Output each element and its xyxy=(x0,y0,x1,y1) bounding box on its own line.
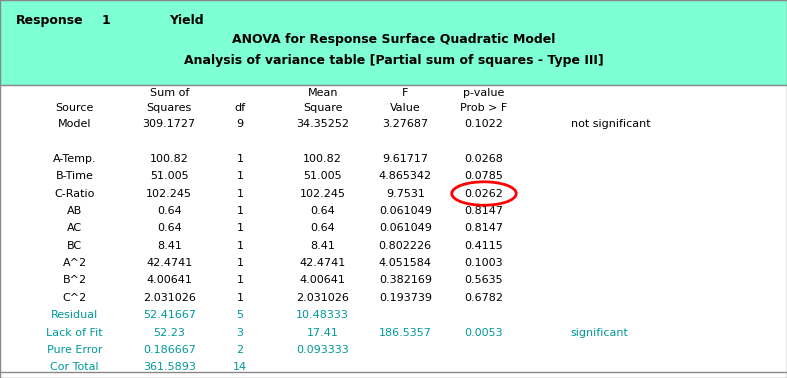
Text: significant: significant xyxy=(571,328,629,338)
Text: 9.61717: 9.61717 xyxy=(382,154,428,164)
Text: Lack of Fit: Lack of Fit xyxy=(46,328,103,338)
Text: 5: 5 xyxy=(237,310,243,320)
Text: 361.5893: 361.5893 xyxy=(142,363,196,372)
Text: 100.82: 100.82 xyxy=(303,154,342,164)
Text: 2.031026: 2.031026 xyxy=(142,293,196,303)
Text: 0.061049: 0.061049 xyxy=(379,223,432,233)
Text: 4.00641: 4.00641 xyxy=(300,276,345,285)
Text: Value: Value xyxy=(390,103,421,113)
Text: 0.64: 0.64 xyxy=(310,206,335,216)
Text: 0.5635: 0.5635 xyxy=(464,276,504,285)
Text: 1: 1 xyxy=(237,189,243,198)
Text: 1: 1 xyxy=(237,223,243,233)
Text: 1: 1 xyxy=(237,206,243,216)
Text: 0.8147: 0.8147 xyxy=(464,206,504,216)
Text: 34.35252: 34.35252 xyxy=(296,119,349,129)
Text: 10.48333: 10.48333 xyxy=(296,310,349,320)
Text: 0.186667: 0.186667 xyxy=(142,345,196,355)
Text: 0.0785: 0.0785 xyxy=(464,171,504,181)
Text: 100.82: 100.82 xyxy=(150,154,189,164)
Text: 9.7531: 9.7531 xyxy=(386,189,425,198)
Text: Source: Source xyxy=(56,103,94,113)
Text: 42.4741: 42.4741 xyxy=(146,258,192,268)
Text: AB: AB xyxy=(67,206,83,216)
Text: 102.245: 102.245 xyxy=(300,189,345,198)
Text: 9: 9 xyxy=(236,119,244,129)
Text: Yield: Yield xyxy=(169,14,204,27)
Text: 1: 1 xyxy=(237,293,243,303)
Text: 0.802226: 0.802226 xyxy=(379,241,432,251)
Text: 4.865342: 4.865342 xyxy=(379,171,432,181)
Text: BC: BC xyxy=(67,241,83,251)
Text: 1: 1 xyxy=(237,154,243,164)
Text: 1: 1 xyxy=(237,241,243,251)
Text: 186.5357: 186.5357 xyxy=(379,328,432,338)
Text: 0.1022: 0.1022 xyxy=(464,119,504,129)
Text: 0.8147: 0.8147 xyxy=(464,223,504,233)
Text: 1: 1 xyxy=(237,276,243,285)
Text: 0.061049: 0.061049 xyxy=(379,206,432,216)
Text: 17.41: 17.41 xyxy=(307,328,338,338)
Text: 52.23: 52.23 xyxy=(153,328,185,338)
Text: Mean: Mean xyxy=(308,88,338,98)
Text: 0.6782: 0.6782 xyxy=(464,293,504,303)
Text: A-Temp.: A-Temp. xyxy=(53,154,97,164)
Text: B-Time: B-Time xyxy=(56,171,94,181)
Text: 0.1003: 0.1003 xyxy=(464,258,504,268)
Text: 4.051584: 4.051584 xyxy=(379,258,432,268)
Text: Response: Response xyxy=(16,14,83,27)
Text: Squares: Squares xyxy=(146,103,192,113)
Text: 3: 3 xyxy=(237,328,243,338)
Text: 0.0262: 0.0262 xyxy=(464,189,504,198)
Text: 102.245: 102.245 xyxy=(146,189,192,198)
Text: 0.64: 0.64 xyxy=(157,223,182,233)
Text: 2: 2 xyxy=(236,345,244,355)
Text: not significant: not significant xyxy=(571,119,650,129)
Text: 0.64: 0.64 xyxy=(310,223,335,233)
Text: Analysis of variance table [Partial sum of squares - Type III]: Analysis of variance table [Partial sum … xyxy=(183,54,604,67)
Text: 0.4115: 0.4115 xyxy=(464,241,504,251)
Text: 0.0268: 0.0268 xyxy=(464,154,504,164)
Text: 8.41: 8.41 xyxy=(310,241,335,251)
Text: 51.005: 51.005 xyxy=(150,171,189,181)
Text: 2.031026: 2.031026 xyxy=(296,293,349,303)
Text: Cor Total: Cor Total xyxy=(50,363,99,372)
Text: 0.193739: 0.193739 xyxy=(379,293,432,303)
Text: 0.64: 0.64 xyxy=(157,206,182,216)
Text: 51.005: 51.005 xyxy=(303,171,342,181)
Text: 0.0053: 0.0053 xyxy=(464,328,504,338)
Text: Square: Square xyxy=(303,103,342,113)
Text: AC: AC xyxy=(67,223,83,233)
Text: 14: 14 xyxy=(233,363,247,372)
Text: df: df xyxy=(235,103,246,113)
Text: Pure Error: Pure Error xyxy=(47,345,102,355)
Text: 42.4741: 42.4741 xyxy=(300,258,345,268)
Text: Residual: Residual xyxy=(51,310,98,320)
Text: ANOVA for Response Surface Quadratic Model: ANOVA for Response Surface Quadratic Mod… xyxy=(232,33,555,46)
Text: 309.1727: 309.1727 xyxy=(142,119,196,129)
Text: 52.41667: 52.41667 xyxy=(142,310,196,320)
Text: 0.382169: 0.382169 xyxy=(379,276,432,285)
Text: Model: Model xyxy=(58,119,91,129)
Text: 8.41: 8.41 xyxy=(157,241,182,251)
Text: 4.00641: 4.00641 xyxy=(146,276,192,285)
Text: Prob > F: Prob > F xyxy=(460,103,508,113)
Text: 1: 1 xyxy=(102,14,111,27)
Text: Sum of: Sum of xyxy=(150,88,189,98)
Text: 0.093333: 0.093333 xyxy=(296,345,349,355)
Text: C^2: C^2 xyxy=(63,293,87,303)
Text: 1: 1 xyxy=(237,258,243,268)
Text: 3.27687: 3.27687 xyxy=(382,119,428,129)
FancyBboxPatch shape xyxy=(0,0,787,85)
Text: A^2: A^2 xyxy=(63,258,87,268)
Text: p-value: p-value xyxy=(464,88,504,98)
Text: 1: 1 xyxy=(237,171,243,181)
Text: F: F xyxy=(402,88,408,98)
Text: B^2: B^2 xyxy=(63,276,87,285)
Text: C-Ratio: C-Ratio xyxy=(54,189,95,198)
